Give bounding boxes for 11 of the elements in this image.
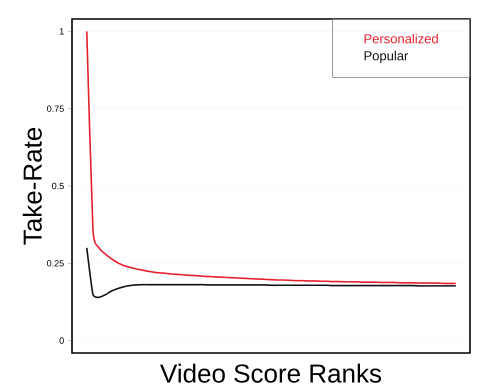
- y-tick-label: 0.75: [47, 105, 64, 112]
- y-tick-label: 0.25: [47, 260, 64, 266]
- y-tick-label: 0.5: [52, 182, 64, 190]
- y-tick-label: 1: [60, 28, 64, 34]
- line-series: [86, 30, 457, 284]
- y-tick-label: 0: [60, 337, 64, 344]
- y-axis-title: Take-Rate: [22, 128, 42, 245]
- text: Popular: [364, 50, 408, 63]
- text: Personalized: [364, 34, 438, 44]
- line-series: [86, 247, 457, 298]
- x-axis-title: Video Score Ranks: [160, 364, 382, 383]
